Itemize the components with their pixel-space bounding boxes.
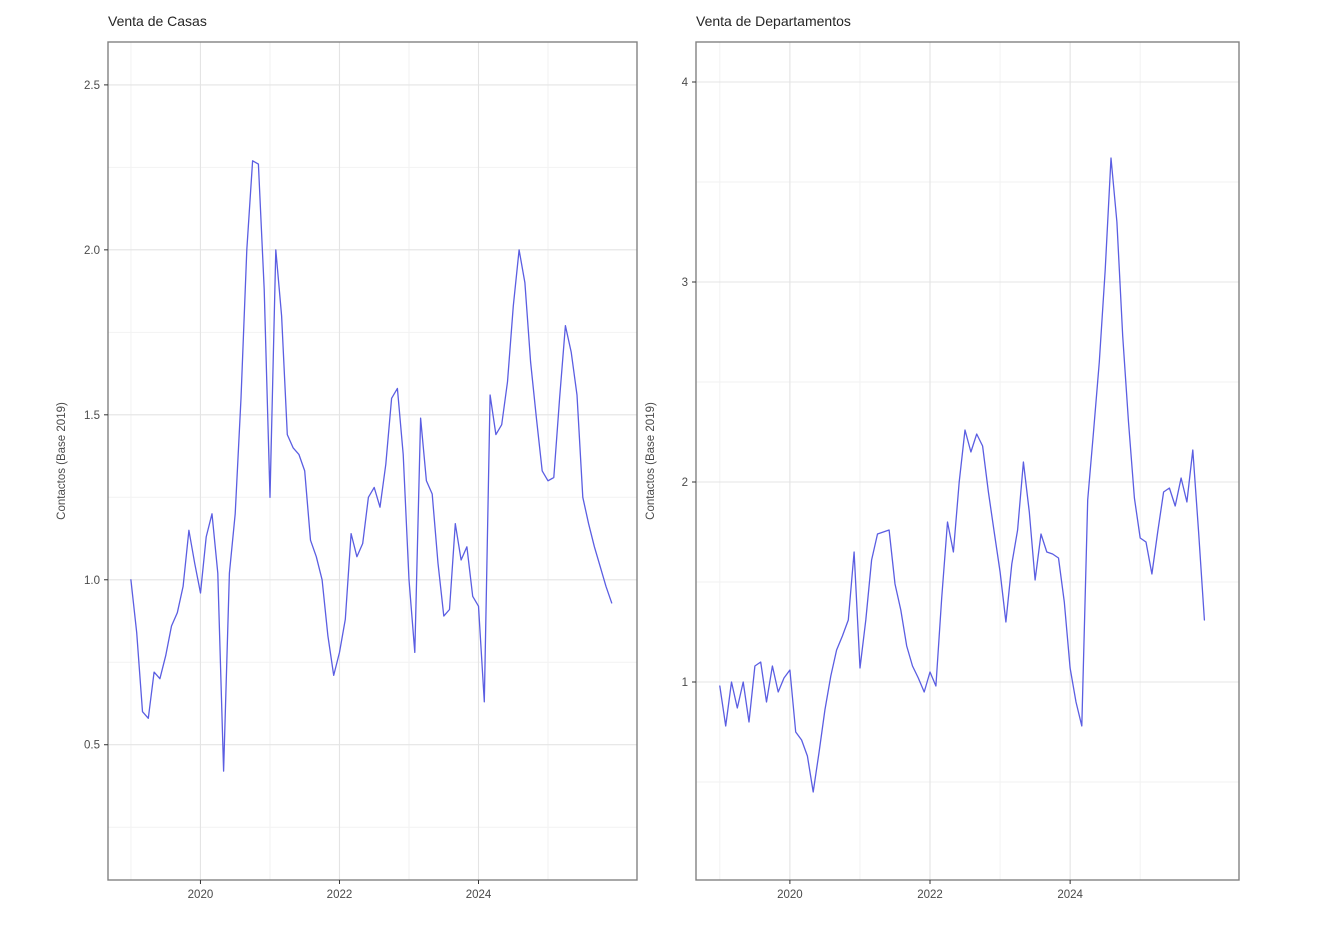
y-tick-label: 4 <box>682 77 689 89</box>
y-tick-label: 2.0 <box>84 245 100 257</box>
y-tick-label: 1 <box>682 677 688 689</box>
x-tick-label: 2024 <box>1057 889 1083 901</box>
series-line <box>719 157 1206 793</box>
x-tick-label: 2024 <box>466 889 492 901</box>
chart-title-casas: Venta de Casas <box>108 13 207 29</box>
y-tick-label: 2.5 <box>84 80 100 92</box>
y-tick-label: 1.0 <box>84 575 100 587</box>
x-tick-label: 2022 <box>327 889 353 901</box>
x-tick-label: 2022 <box>917 889 943 901</box>
series-line <box>130 160 613 772</box>
panel-border <box>107 41 638 881</box>
y-tick-label: 1.5 <box>84 410 100 422</box>
y-tick-label: 3 <box>682 277 688 289</box>
panel-border <box>695 41 1240 881</box>
y-axis-title-casas: Contactos (Base 2019) <box>56 402 68 520</box>
y-axis-title-departamentos: Contactos (Base 2019) <box>645 402 657 520</box>
panel-background <box>108 42 637 880</box>
x-tick-label: 2020 <box>188 889 214 901</box>
x-tick-label: 2020 <box>777 889 803 901</box>
chart-title-departamentos: Venta de Departamentos <box>696 13 851 29</box>
y-tick-label: 0.5 <box>84 740 100 752</box>
panel-background <box>696 42 1239 880</box>
y-tick-label: 2 <box>682 477 688 489</box>
